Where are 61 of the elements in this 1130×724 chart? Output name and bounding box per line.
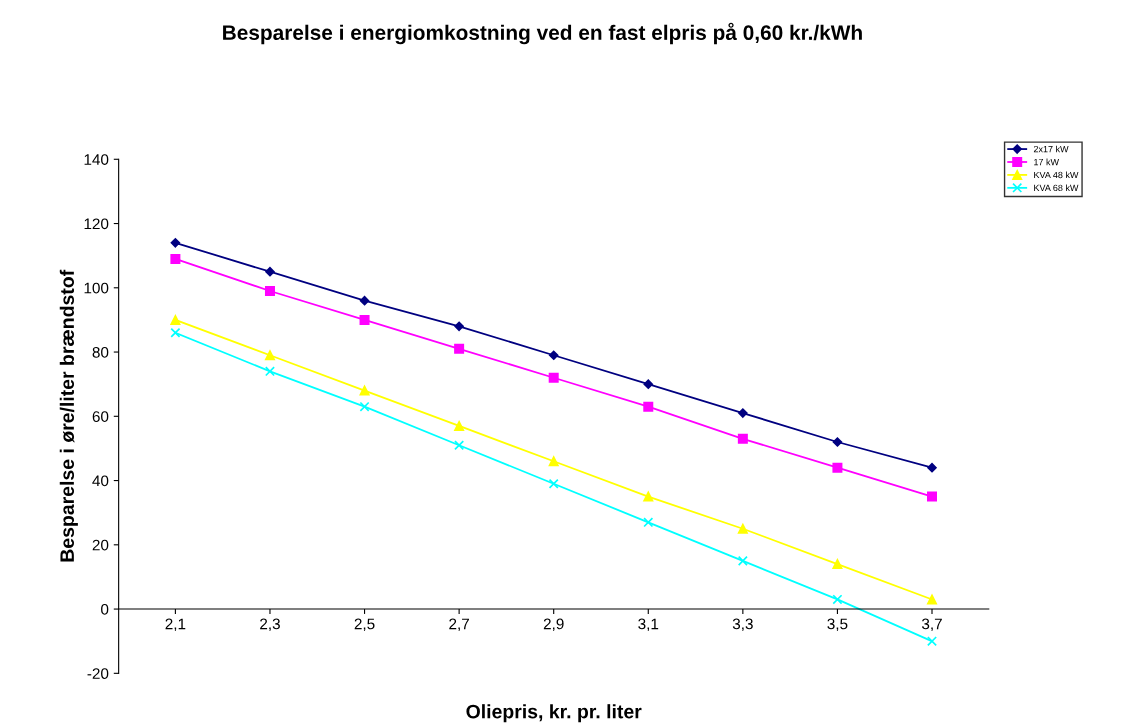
y-tick-label: 60 bbox=[92, 411, 109, 422]
point bbox=[265, 266, 275, 277]
point bbox=[832, 462, 843, 473]
y-tick-label: 100 bbox=[84, 282, 109, 294]
point bbox=[454, 343, 465, 354]
point bbox=[927, 462, 937, 473]
point bbox=[643, 491, 654, 502]
point bbox=[548, 372, 559, 383]
point bbox=[359, 401, 370, 412]
x-tick-label: 2,1 bbox=[165, 618, 186, 632]
legend-label: KVA 68 kW bbox=[1034, 184, 1079, 192]
point bbox=[737, 555, 748, 566]
y-tick-label: 120 bbox=[84, 218, 109, 230]
y-tick-label: 20 bbox=[92, 539, 109, 551]
point bbox=[359, 314, 370, 325]
point bbox=[927, 491, 938, 502]
point bbox=[738, 408, 748, 418]
x-tick-label: 2,9 bbox=[543, 618, 564, 632]
point bbox=[170, 327, 181, 338]
point bbox=[548, 456, 559, 467]
point bbox=[927, 636, 938, 647]
y-tick-label: 40 bbox=[92, 475, 109, 487]
chart-title: Besparelse i energiomkostning ved en fast elpris på 0,60 kr./kWh bbox=[223, 22, 862, 45]
x-tick-label: 3,7 bbox=[921, 618, 942, 632]
point bbox=[832, 437, 843, 447]
x-tick-label: 3,5 bbox=[827, 618, 848, 632]
point bbox=[359, 385, 370, 396]
point bbox=[643, 401, 654, 412]
x-tick-label: 3,1 bbox=[638, 618, 659, 632]
point bbox=[643, 379, 654, 389]
point bbox=[264, 366, 275, 377]
legend-label: 2x17 kW bbox=[1033, 145, 1069, 153]
point bbox=[454, 321, 464, 332]
y-tick-label: 140 bbox=[84, 154, 109, 165]
point bbox=[548, 478, 559, 489]
point bbox=[170, 238, 181, 248]
point bbox=[454, 440, 465, 451]
point bbox=[170, 253, 181, 264]
point bbox=[548, 350, 559, 361]
x-axis-title: Oliepris, kr. pr. liter bbox=[466, 704, 642, 723]
point bbox=[359, 295, 370, 306]
x-tick-label: 3,3 bbox=[732, 618, 753, 632]
y-axis-title: Besparelse i øre/liter brændstof bbox=[59, 269, 78, 562]
y-tick-label: 0 bbox=[101, 603, 109, 615]
point bbox=[737, 433, 748, 444]
point bbox=[643, 517, 654, 528]
x-tick-label: 2,7 bbox=[449, 618, 469, 632]
point bbox=[832, 559, 843, 570]
y-tick-label: -20 bbox=[87, 668, 109, 680]
legend-label: 17 kW bbox=[1034, 158, 1060, 166]
legend-label: KVA 48 kW bbox=[1034, 171, 1079, 179]
point bbox=[264, 350, 275, 361]
y-tick-label: 80 bbox=[92, 346, 109, 358]
point bbox=[454, 420, 465, 431]
x-tick-label: 2,3 bbox=[260, 618, 280, 632]
point bbox=[832, 594, 843, 605]
point bbox=[927, 594, 938, 605]
point bbox=[170, 314, 181, 325]
point bbox=[264, 286, 275, 297]
x-tick-label: 2,5 bbox=[354, 618, 375, 632]
point bbox=[737, 523, 748, 534]
